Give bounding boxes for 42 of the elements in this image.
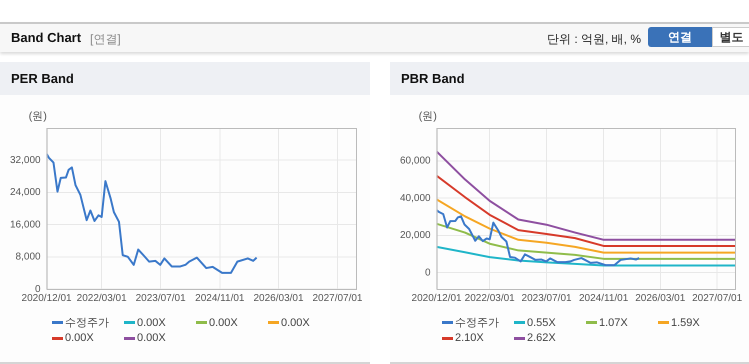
y-tick-label: 60,000 [400, 156, 432, 167]
y-tick-label: 24,000 [10, 187, 42, 198]
x-tick-label: 2026/03/01 [253, 292, 304, 304]
legend-label: 1.59X [671, 316, 700, 328]
x-tick-label: 2022/03/01 [464, 292, 516, 304]
x-tick-label: 2024/11/01 [579, 292, 629, 304]
legend-label: 0.00X [137, 316, 166, 328]
x-tick-label: 2024/11/01 [195, 292, 245, 304]
legend-label: 수정주가 [455, 316, 499, 330]
y-tick-label: 20,000 [400, 230, 432, 242]
legend-label: 1.07X [599, 316, 628, 328]
y-tick-label: 0 [425, 267, 432, 278]
y-tick-label: 0 [35, 284, 42, 295]
y-tick-label: 40,000 [400, 192, 432, 204]
x-tick-label: 2023/07/01 [522, 292, 572, 304]
x-tick-label: 2020/12/01 [412, 292, 462, 304]
x-tick-label: 2023/07/01 [136, 292, 186, 304]
legend-label: 0.00X [281, 316, 310, 328]
legend-label: 0.55X [527, 316, 556, 328]
legend-label: 2.10X [455, 332, 484, 344]
x-tick-label: 2027/07/01 [312, 292, 363, 304]
y-tick-label: 16,000 [10, 219, 42, 230]
chart-title: PBR Band [390, 62, 749, 95]
y-axis-title: (원) [418, 110, 437, 123]
x-tick-label: 2027/07/01 [692, 292, 743, 304]
x-tick-label: 2026/03/01 [635, 292, 686, 304]
y-tick-label: 8,000 [16, 252, 42, 263]
legend-label: 수정주가 [65, 316, 109, 330]
chart-title: PER Band [0, 62, 370, 95]
text: 연결 [648, 27, 712, 47]
y-axis-title: (원) [28, 110, 47, 123]
x-tick-label: 2020/12/01 [22, 292, 72, 304]
legend-label: 0.00X [209, 316, 238, 328]
text: 단위 : 억원, 배, % [546, 31, 641, 48]
text: Band Chart [11, 30, 82, 45]
text: [연결] [90, 31, 121, 48]
legend-label: 2.62X [527, 332, 556, 344]
legend-label: 0.00X [65, 332, 94, 344]
x-tick-label: 2022/03/01 [76, 292, 128, 304]
legend-label: 0.00X [137, 332, 166, 344]
y-tick-label: 32,000 [10, 154, 42, 166]
text: 별도 [712, 27, 749, 47]
